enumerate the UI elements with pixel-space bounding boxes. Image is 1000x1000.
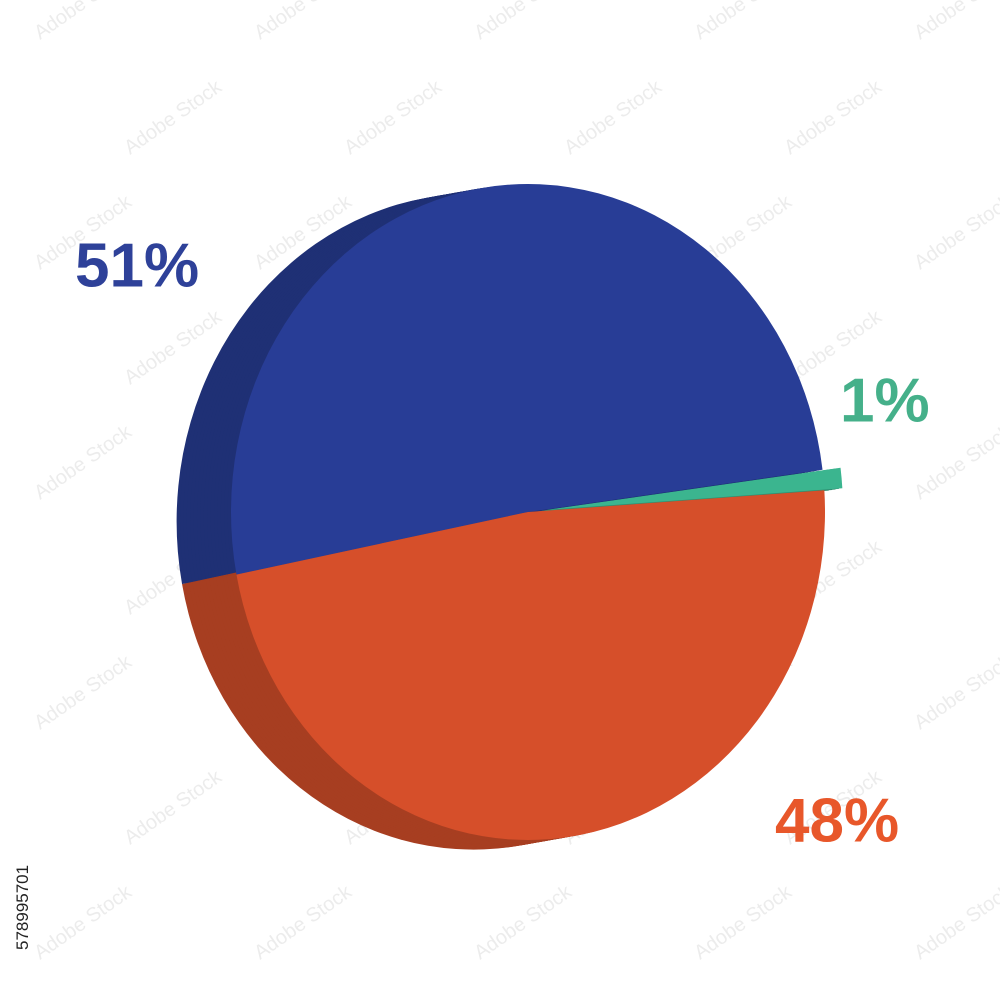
watermark: Adobe Stock xyxy=(910,0,1000,44)
slice xyxy=(236,490,825,841)
value-label: 48% xyxy=(775,786,899,855)
value-label: 1% xyxy=(840,366,930,435)
watermark: Adobe Stock xyxy=(250,880,356,964)
watermark: Adobe Stock xyxy=(470,880,576,964)
watermark: Adobe Stock xyxy=(780,75,886,159)
watermark: Adobe Stock xyxy=(120,765,226,849)
watermark: Adobe Stock xyxy=(30,650,136,734)
slice xyxy=(546,467,843,510)
watermark: Adobe Stock xyxy=(560,75,666,159)
value-label: 51% xyxy=(75,231,199,300)
watermark: Adobe Stock xyxy=(30,880,136,964)
watermark: Adobe Stock xyxy=(910,650,1000,734)
watermark: Adobe Stock xyxy=(470,0,576,44)
watermark: Adobe Stock xyxy=(30,420,136,504)
watermark: Adobe Stock xyxy=(910,190,1000,274)
watermark: Adobe Stock xyxy=(690,0,796,44)
watermark: Adobe Stock xyxy=(690,880,796,964)
watermark: Adobe Stock xyxy=(250,0,356,44)
watermark: Adobe Stock xyxy=(120,75,226,159)
stock-id: 578995701 xyxy=(13,865,32,950)
watermark: Adobe Stock xyxy=(340,75,446,159)
slice xyxy=(230,183,823,575)
pie xyxy=(176,183,843,850)
watermark: Adobe Stock xyxy=(910,880,1000,964)
watermark: Adobe Stock xyxy=(30,0,136,44)
